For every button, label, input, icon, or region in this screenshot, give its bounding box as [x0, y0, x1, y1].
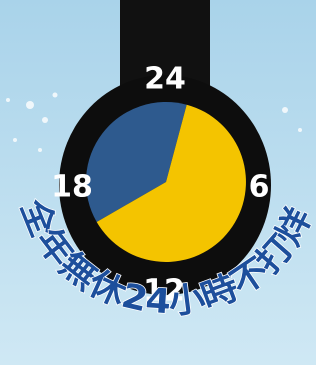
label-18: 18 [51, 170, 93, 205]
label-24: 24 [144, 62, 186, 97]
illustration: 24 6 12 18 全年無休24小時不打烊 [0, 0, 316, 365]
label-6: 6 [249, 170, 270, 205]
